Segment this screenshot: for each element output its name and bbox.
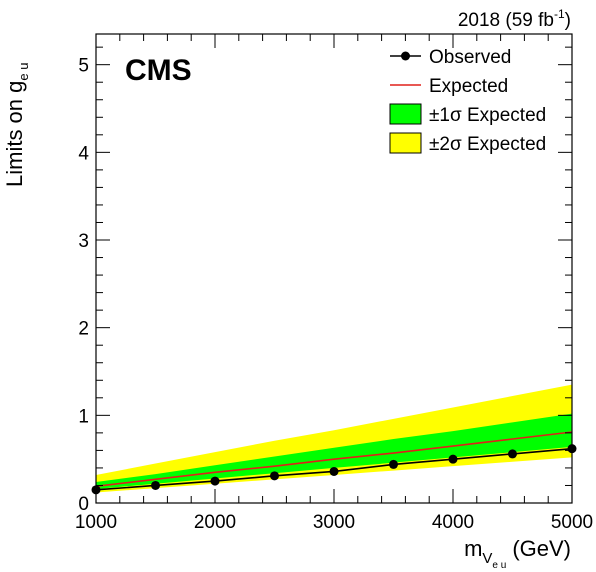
observed-point [329, 466, 339, 476]
observed-point [151, 480, 160, 490]
legend: Observed Expected ±1σ Expected ±2σ Expec… [389, 47, 546, 155]
lumi-label-sup: -1 [554, 7, 565, 21]
lumi-label: 2018 (59 fb-1) [458, 7, 571, 31]
y-tick-labels: 0 1 2 3 4 5 [78, 56, 89, 515]
legend-expected-label: Expected [429, 76, 508, 97]
expected-line [95, 431, 573, 488]
observed-point [508, 449, 517, 459]
legend-band1-label: ±1σ Expected [429, 105, 546, 126]
legend-band2-swatch [389, 132, 422, 154]
x-tick-label: 2000 [194, 512, 236, 533]
y-tick-label: 5 [78, 56, 89, 77]
legend-band2-label: ±2σ Expected [429, 134, 546, 155]
y-tick-label: 4 [78, 143, 89, 164]
bands-layer [96, 384, 572, 493]
x-tick-labels: 1000 2000 3000 4000 5000 [75, 512, 593, 533]
lumi-label-main: 2018 (59 fb [458, 10, 554, 31]
observed-point [210, 476, 220, 486]
x-axis-title-main: m [464, 536, 482, 561]
lumi-label-close: ) [565, 10, 571, 31]
band-1sigma [96, 413, 572, 489]
y-tick-label: 3 [78, 231, 89, 252]
x-axis-title-unit: (GeV) [512, 536, 571, 561]
y-tick-label: 2 [78, 319, 89, 340]
observed-point [270, 471, 279, 481]
y-tick-label: 1 [78, 406, 89, 427]
x-axis-title: mVe u (GeV) [464, 536, 571, 571]
y-axis-title: Limits on ge u [2, 63, 31, 187]
observed-point [389, 459, 398, 469]
legend-band1-swatch [389, 103, 422, 125]
x-axis-title-subsub: e u [492, 560, 506, 571]
y-axis-title-sub: e u [16, 63, 31, 81]
y-tick-label: 0 [78, 494, 89, 515]
x-tick-label: 4000 [432, 512, 474, 533]
x-tick-label: 3000 [313, 512, 355, 533]
legend-observed-label: Observed [429, 47, 511, 68]
observed-point [448, 454, 458, 464]
experiment-label: CMS [125, 54, 192, 87]
y-axis-title-main: Limits on g [2, 81, 27, 187]
x-tick-label: 5000 [551, 512, 593, 533]
points-layer [91, 444, 577, 495]
x-tick-label: 1000 [75, 512, 117, 533]
x-axis-title-sub: V [482, 550, 492, 567]
axis-ticks [95, 34, 573, 504]
legend-observed-marker [401, 51, 410, 61]
